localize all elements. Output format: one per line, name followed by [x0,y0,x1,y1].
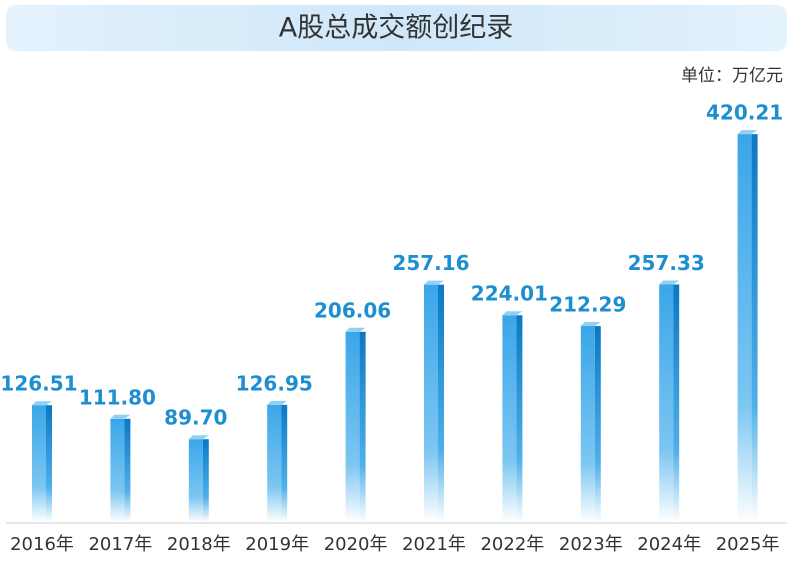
bar-side [516,315,523,522]
value-label: 224.01 [471,282,548,306]
bar [659,284,674,522]
unit-label: 单位：万亿元 [681,66,783,86]
bar [502,315,517,522]
value-label: 212.29 [549,293,626,317]
bar [267,404,282,522]
bar [188,439,203,522]
x-tick-label: 2024年 [637,534,701,555]
bar-cap [502,311,523,316]
value-label: 111.80 [79,385,156,409]
title-band [6,5,787,51]
bar [737,134,752,522]
bar-cap [659,280,680,285]
bar-side [673,284,680,522]
value-label: 89.70 [164,406,227,430]
bar [110,418,125,522]
bar-side [202,439,209,522]
bar-side [438,284,444,522]
bar [345,331,360,522]
x-tick-label: 2019年 [245,534,309,555]
bar-side [359,331,366,522]
bar-cap [32,401,52,406]
chart-title: A股总成交额创纪录 [279,13,513,44]
bar-side [46,405,52,522]
x-tick-label: 2025年 [716,534,780,555]
bar-side [124,418,131,522]
bar-side [751,134,758,522]
value-label: 126.51 [0,372,77,396]
x-tick-label: 2020年 [324,534,388,555]
bar-cap [345,327,366,332]
value-label: 257.33 [628,251,705,275]
bar-cap [580,322,601,327]
x-tick-label: 2017年 [88,534,152,555]
bar [32,405,46,522]
bar-cap [737,130,758,135]
value-label: 126.95 [236,371,313,395]
x-tick-label: 2023年 [559,534,623,555]
x-tick-label: 2021年 [402,534,466,555]
bar-cap [267,400,288,405]
bar-side [594,326,601,522]
bar-cap [188,435,209,440]
bar-cap [424,280,444,285]
x-tick-label: 2022年 [480,534,544,555]
x-tick-label: 2018年 [167,534,231,555]
value-label: 420.21 [706,101,783,125]
value-label: 206.06 [314,298,391,322]
bar [580,326,595,522]
bar-cap [110,414,131,419]
bar [424,284,438,522]
x-tick-label: 2016年 [10,534,74,555]
value-label: 257.16 [392,251,469,275]
bar-side [281,404,288,522]
